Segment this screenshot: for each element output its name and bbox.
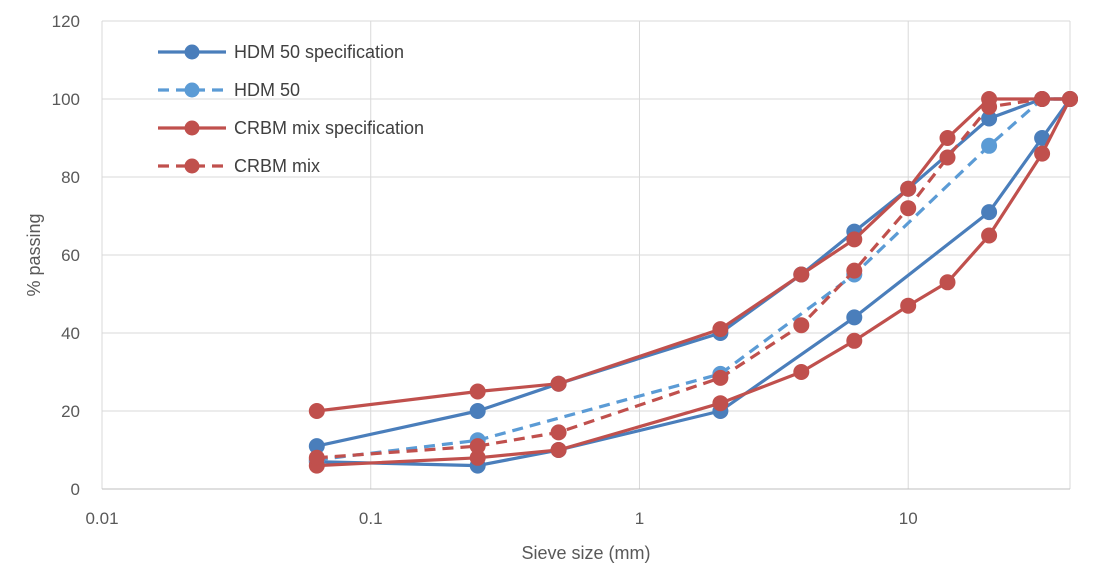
series-3-lower-point: [900, 297, 917, 314]
series-3-lower-point: [793, 364, 810, 380]
legend-swatch-marker: [184, 44, 200, 60]
legend-swatch-marker: [184, 158, 200, 174]
series-3-upper-point: [308, 403, 325, 419]
series-4-point: [939, 149, 956, 166]
series-3-lower-point: [981, 227, 998, 244]
y-tick-label: 60: [61, 246, 80, 265]
x-tick-label: 1: [635, 509, 644, 528]
y-tick-label: 40: [61, 324, 80, 343]
series-3-lower-point: [846, 332, 863, 349]
series-4-point: [1062, 91, 1078, 107]
series-4-point: [1034, 91, 1051, 107]
legend-label: CRBM mix: [234, 156, 320, 176]
x-tick-label: 0.1: [359, 509, 383, 528]
series-1-lower-point: [846, 309, 863, 326]
series-4-point: [308, 449, 325, 466]
legend-swatch-marker: [184, 120, 200, 136]
series-3-upper-point: [469, 383, 486, 400]
series-3-lower-point: [712, 395, 729, 412]
series-2-point: [981, 137, 998, 154]
series-1-lower-line: [316, 98, 1072, 468]
series-3-upper-point: [793, 266, 810, 283]
series-1-upper-line: [316, 97, 1070, 448]
series-3-lower-point: [550, 442, 567, 458]
series-4-point: [900, 200, 917, 217]
series-4-point: [981, 98, 998, 115]
legend-label: HDM 50: [234, 80, 300, 100]
legend-label: CRBM mix specification: [234, 118, 424, 138]
series-lines: [308, 91, 1078, 474]
series-1-upper-point: [469, 403, 486, 419]
y-tick-label: 80: [61, 168, 80, 187]
y-tick-label: 0: [71, 480, 80, 499]
legend-label: HDM 50 specification: [234, 42, 404, 62]
series-4-point: [846, 262, 863, 279]
y-tick-label: 120: [52, 12, 80, 31]
series-3-upper-point: [712, 321, 729, 338]
x-tick-label: 0.01: [85, 509, 118, 528]
series-3-lower-point: [1034, 145, 1051, 162]
x-tick-label: 10: [899, 509, 918, 528]
legend-swatch-marker: [184, 82, 200, 98]
series-3-upper-point: [900, 180, 917, 197]
series-4-point: [793, 317, 810, 334]
series-1-lower-point: [981, 204, 998, 221]
series-3-upper-point: [846, 231, 863, 248]
y-tick-label: 20: [61, 402, 80, 421]
series-3-upper-point: [550, 375, 567, 392]
legend: HDM 50 specification HDM 50 CRBM mix speci…: [158, 42, 424, 176]
series-3-lower-point: [939, 274, 956, 291]
series-3-upper-point: [939, 130, 956, 146]
series-4-point: [469, 438, 486, 455]
x-axis-title: Sieve size (mm): [521, 543, 650, 563]
series-4-point: [712, 369, 729, 386]
y-tick-label: 100: [52, 90, 80, 109]
axes: 0 20 40 60 80 100 120 0.01 0.1 1 10: [52, 12, 1070, 528]
y-axis-title: % passing: [24, 213, 44, 296]
series-4-point: [550, 424, 567, 441]
